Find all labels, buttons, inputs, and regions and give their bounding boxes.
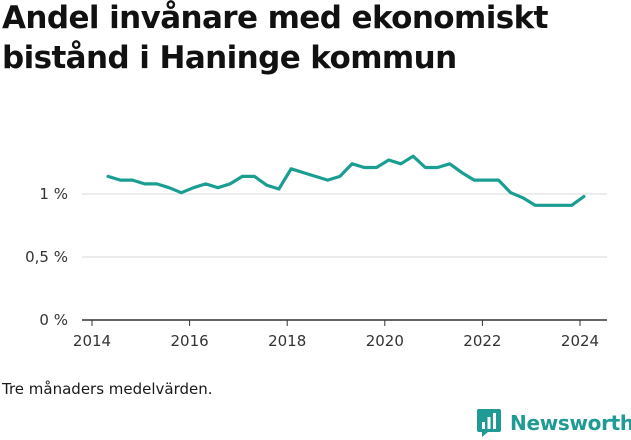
data-point[interactable] bbox=[142, 181, 147, 186]
y-axis: 0 % 0,5 % 1 % bbox=[25, 185, 68, 329]
data-point[interactable] bbox=[484, 178, 489, 183]
brand-name: Newsworthy bbox=[510, 411, 631, 435]
x-tick-label: 2020 bbox=[366, 332, 404, 350]
chart-title: Andel invånare med ekonomiskt bistånd i … bbox=[2, 0, 548, 76]
data-point[interactable] bbox=[118, 178, 123, 183]
data-point[interactable] bbox=[154, 181, 159, 186]
data-point[interactable] bbox=[374, 165, 379, 170]
x-axis: 2014 2016 2018 2020 2022 2024 bbox=[73, 320, 599, 350]
y-tick-label: 1 % bbox=[39, 185, 68, 203]
gridlines bbox=[82, 193, 607, 321]
data-point[interactable] bbox=[191, 185, 196, 190]
data-point[interactable] bbox=[215, 185, 220, 190]
data-point[interactable] bbox=[472, 178, 477, 183]
data-point[interactable] bbox=[228, 181, 233, 186]
x-tick-label: 2022 bbox=[463, 332, 501, 350]
x-tick-label: 2018 bbox=[268, 332, 306, 350]
data-point[interactable] bbox=[325, 178, 330, 183]
data-point[interactable] bbox=[569, 203, 574, 208]
data-point[interactable] bbox=[557, 203, 562, 208]
data-point[interactable] bbox=[545, 203, 550, 208]
x-tick-label: 2014 bbox=[73, 332, 111, 350]
x-tick-label: 2024 bbox=[561, 332, 599, 350]
y-tick-label: 0 % bbox=[39, 311, 68, 329]
data-point[interactable] bbox=[350, 161, 355, 166]
series bbox=[106, 154, 586, 208]
newsworthy-logo[interactable]: Newsworthy bbox=[476, 406, 631, 440]
data-point[interactable] bbox=[533, 203, 538, 208]
data-point[interactable] bbox=[240, 174, 245, 179]
data-point[interactable] bbox=[130, 178, 135, 183]
bar-chart-logo-icon bbox=[477, 409, 501, 437]
data-point[interactable] bbox=[459, 170, 464, 175]
data-point[interactable] bbox=[398, 161, 403, 166]
data-point[interactable] bbox=[520, 195, 525, 200]
series-line bbox=[106, 154, 586, 207]
data-point[interactable] bbox=[289, 166, 294, 171]
data-point[interactable] bbox=[496, 178, 501, 183]
x-tick-label: 2016 bbox=[171, 332, 209, 350]
data-point[interactable] bbox=[508, 190, 513, 195]
data-point[interactable] bbox=[423, 165, 428, 170]
data-point[interactable] bbox=[106, 174, 111, 179]
y-tick-label: 0,5 % bbox=[25, 248, 68, 266]
chart-footnote: Tre månaders medelvärden. bbox=[2, 380, 213, 398]
data-point[interactable] bbox=[301, 170, 306, 175]
data-point[interactable] bbox=[167, 185, 172, 190]
data-point[interactable] bbox=[435, 165, 440, 170]
data-point[interactable] bbox=[313, 174, 318, 179]
data-point[interactable] bbox=[581, 194, 586, 199]
data-point[interactable] bbox=[179, 190, 184, 195]
data-point[interactable] bbox=[252, 174, 257, 179]
data-point[interactable] bbox=[447, 161, 452, 166]
data-point[interactable] bbox=[264, 183, 269, 188]
data-point[interactable] bbox=[276, 187, 281, 192]
data-point[interactable] bbox=[411, 154, 416, 159]
data-point[interactable] bbox=[386, 158, 391, 163]
data-point[interactable] bbox=[337, 174, 342, 179]
data-point[interactable] bbox=[362, 165, 367, 170]
data-point[interactable] bbox=[203, 181, 208, 186]
